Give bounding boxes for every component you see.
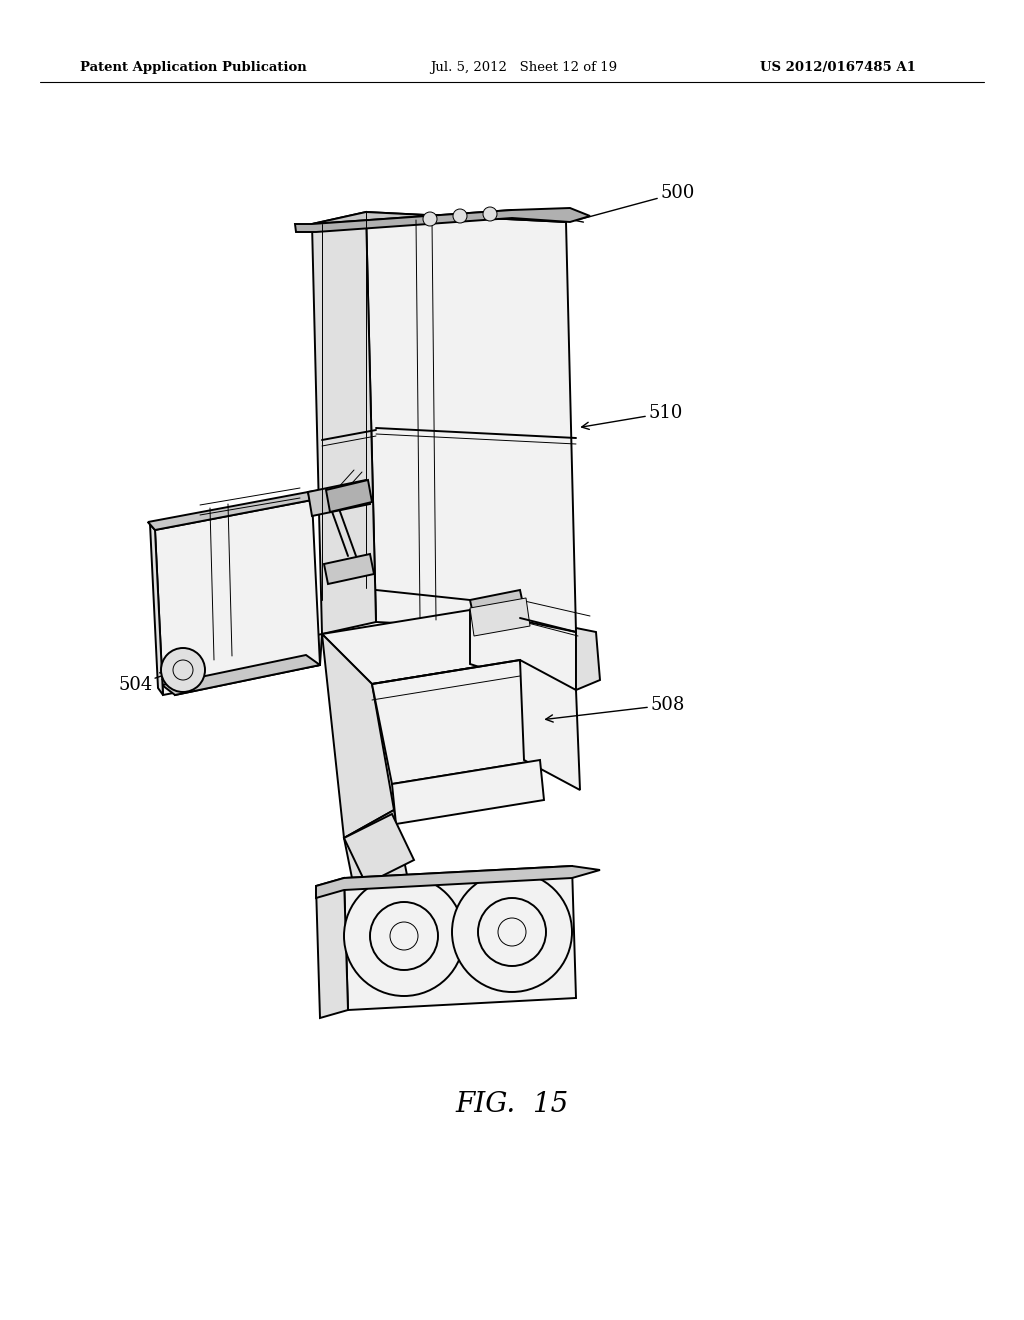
Text: Jul. 5, 2012   Sheet 12 of 19: Jul. 5, 2012 Sheet 12 of 19 [430,62,617,74]
Polygon shape [312,210,566,224]
Polygon shape [175,634,322,696]
Circle shape [161,648,205,692]
Polygon shape [322,610,520,684]
Polygon shape [324,554,374,583]
Circle shape [423,213,437,226]
Polygon shape [344,814,414,884]
Polygon shape [322,634,394,838]
Polygon shape [344,866,575,1010]
Polygon shape [316,866,600,898]
Circle shape [452,873,572,993]
Polygon shape [520,660,580,789]
Polygon shape [162,655,319,696]
Polygon shape [312,213,376,634]
Polygon shape [295,209,590,232]
Polygon shape [344,810,414,939]
Text: US 2012/0167485 A1: US 2012/0167485 A1 [760,62,915,74]
Polygon shape [470,590,526,628]
Circle shape [483,207,497,220]
Polygon shape [316,878,348,1018]
Text: 500: 500 [575,183,694,222]
Text: 502: 502 [330,962,386,1005]
Polygon shape [392,760,544,824]
Text: Patent Application Publication: Patent Application Publication [80,62,307,74]
Polygon shape [575,628,600,690]
Polygon shape [470,598,530,636]
Polygon shape [326,480,372,512]
Polygon shape [308,484,368,508]
Text: 510: 510 [582,404,682,429]
Polygon shape [155,500,319,696]
Polygon shape [148,492,312,531]
Text: 508: 508 [546,696,684,722]
Text: FIG.  15: FIG. 15 [456,1092,568,1118]
Polygon shape [148,521,163,696]
Polygon shape [366,213,575,632]
Polygon shape [470,610,575,690]
Polygon shape [308,480,370,516]
Circle shape [344,876,464,997]
Circle shape [453,209,467,223]
Text: 504: 504 [118,673,168,694]
Polygon shape [372,660,540,784]
